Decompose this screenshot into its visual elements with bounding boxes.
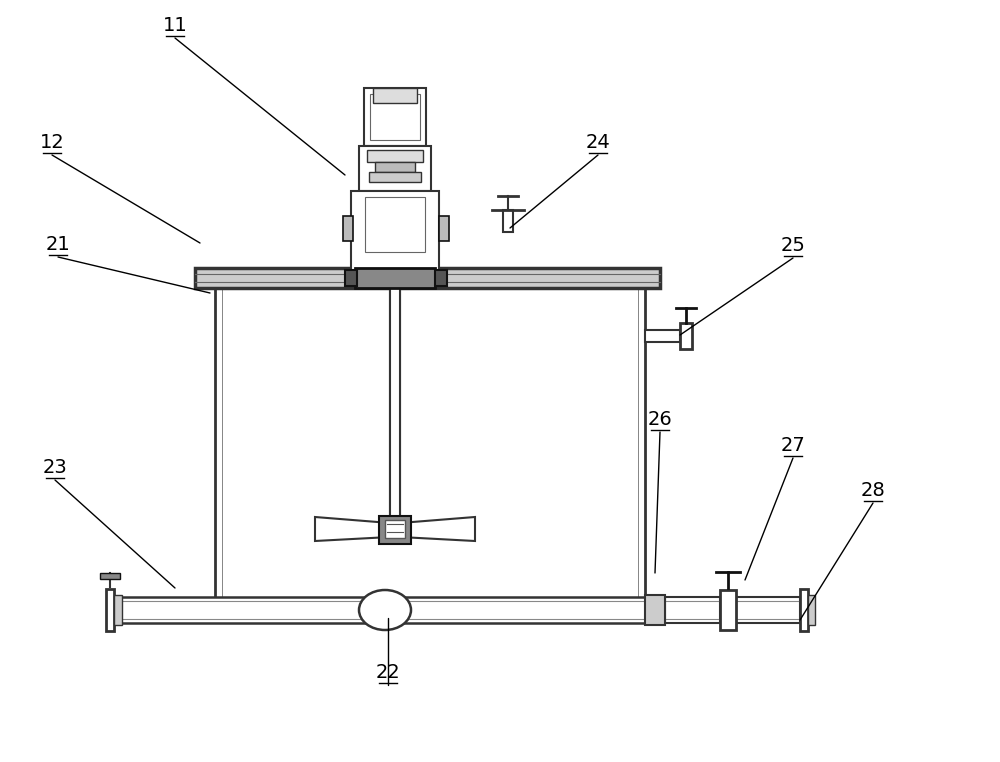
Bar [351,191,439,276]
Bar [100,573,120,579]
Text: 11: 11 [163,16,187,35]
Bar [215,278,645,600]
Bar [106,589,114,631]
Bar [222,285,638,600]
Bar [355,268,435,288]
Bar [390,288,400,530]
Bar [645,595,665,625]
Bar [385,520,405,538]
Bar [365,197,425,252]
Bar [379,516,411,544]
Bar [736,597,800,623]
Text: 26: 26 [648,410,672,429]
Bar [370,94,420,140]
Bar [375,162,415,172]
Bar [680,323,692,349]
Bar [645,330,680,342]
Bar [115,597,648,623]
Text: 12: 12 [40,133,64,152]
Bar [808,595,815,625]
Bar [503,210,513,232]
Text: 24: 24 [586,133,610,152]
Bar [435,270,447,286]
Bar [364,88,426,146]
Bar [367,150,423,162]
Text: 21: 21 [46,235,70,254]
Bar [359,146,431,191]
Bar [373,88,417,103]
Text: 28: 28 [861,481,885,500]
Bar [343,216,353,241]
Bar [345,270,357,286]
Bar [114,595,122,625]
Text: 22: 22 [376,663,400,682]
Polygon shape [315,517,390,541]
Bar [665,597,720,623]
Text: 27: 27 [781,436,805,455]
Polygon shape [400,517,475,541]
Bar [720,590,736,630]
Text: 23: 23 [43,458,67,477]
Text: 25: 25 [781,236,805,255]
Bar [369,172,421,182]
Bar [439,216,449,241]
Bar [800,589,808,631]
Bar [195,268,660,288]
Ellipse shape [359,590,411,630]
